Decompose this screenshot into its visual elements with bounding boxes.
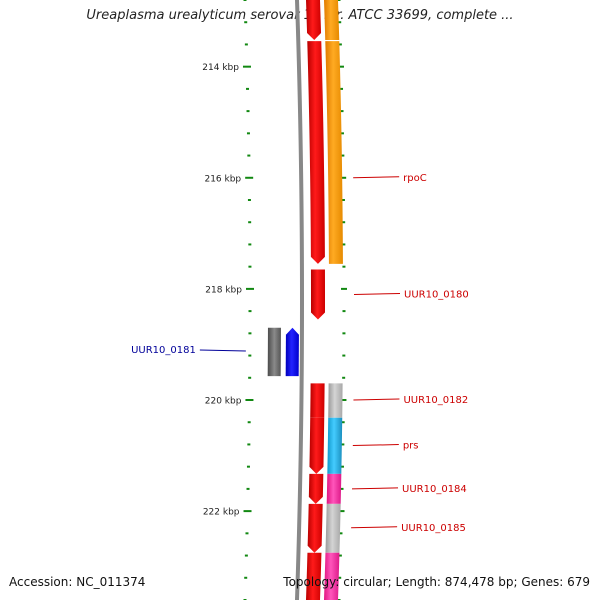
feature-orange-11[interactable] <box>327 417 343 474</box>
label-leader-line <box>352 444 399 447</box>
tick-label: 216 kbp <box>204 174 241 184</box>
tick-label: 218 kbp <box>205 285 242 295</box>
feature-fwd-2[interactable] <box>310 269 325 320</box>
feature-orange-14[interactable] <box>323 552 340 600</box>
feature-fwd-3[interactable] <box>310 383 325 418</box>
feature-label-UUR10_0181[interactable]: UUR10_0181 <box>131 345 196 356</box>
feature-orange-12[interactable] <box>326 473 342 504</box>
genome-backbone <box>294 0 305 600</box>
tick-label: 220 kbp <box>205 397 242 407</box>
feature-orange-8[interactable] <box>323 0 340 40</box>
feature-orange-13[interactable] <box>325 503 341 553</box>
feature-fwd-4[interactable] <box>309 417 325 474</box>
label-leader-line <box>199 349 246 352</box>
feature-fwd-7[interactable] <box>305 552 322 600</box>
feature-label-rpoC[interactable]: rpoC <box>403 173 427 184</box>
feature-orange-9[interactable] <box>325 41 343 264</box>
tick-label: 214 kbp <box>202 63 239 73</box>
label-leader-line <box>351 526 398 529</box>
genome-summary-text: Topology: circular; Length: 874,478 bp; … <box>283 575 590 589</box>
label-leader-line <box>353 292 401 295</box>
feature-fwd-0[interactable] <box>306 0 322 40</box>
feature-fwd-1[interactable] <box>307 41 325 264</box>
feature-label-UUR10_0182[interactable]: UUR10_0182 <box>403 395 468 406</box>
label-leader-line <box>353 176 400 179</box>
feature-tracks <box>267 0 343 600</box>
feature-orange-10[interactable] <box>328 383 343 418</box>
ruler-ticks: 214 kbp 216 kbp 218 kbp 220 kbp 222 kbp <box>202 0 347 600</box>
label-leader-line <box>352 487 399 490</box>
feature-label-UUR10_0180[interactable]: UUR10_0180 <box>404 289 469 300</box>
tick-label: 222 kbp <box>203 508 240 518</box>
feature-label-UUR10_0185[interactable]: UUR10_0185 <box>401 523 466 534</box>
feature-label-prs[interactable]: prs <box>403 441 419 452</box>
accession-text: Accession: NC_011374 <box>9 575 146 589</box>
feature-rev-16[interactable] <box>285 327 299 377</box>
feature-fwd-5[interactable] <box>308 473 324 504</box>
feature-label-UUR10_0184[interactable]: UUR10_0184 <box>402 484 467 495</box>
feature-rev_gray-15[interactable] <box>267 327 281 377</box>
label-leader-line <box>353 398 400 401</box>
feature-fwd-6[interactable] <box>307 503 323 553</box>
map-title: Ureaplasma urealyticum serovar 10 str. A… <box>86 8 514 23</box>
